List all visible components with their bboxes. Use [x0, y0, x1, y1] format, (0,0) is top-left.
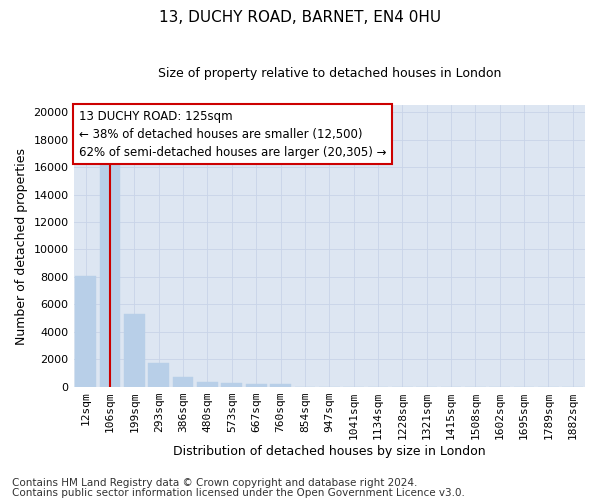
- Bar: [148, 363, 169, 387]
- Y-axis label: Number of detached properties: Number of detached properties: [15, 148, 28, 344]
- Bar: [100, 160, 121, 387]
- Text: Contains public sector information licensed under the Open Government Licence v3: Contains public sector information licen…: [12, 488, 465, 498]
- Text: 13, DUCHY ROAD, BARNET, EN4 0HU: 13, DUCHY ROAD, BARNET, EN4 0HU: [159, 10, 441, 25]
- Bar: [246, 384, 266, 387]
- Bar: [221, 383, 242, 387]
- Bar: [173, 376, 193, 387]
- Bar: [197, 382, 218, 387]
- Bar: [76, 276, 96, 387]
- Title: Size of property relative to detached houses in London: Size of property relative to detached ho…: [158, 68, 501, 80]
- Bar: [270, 384, 291, 387]
- Text: Contains HM Land Registry data © Crown copyright and database right 2024.: Contains HM Land Registry data © Crown c…: [12, 478, 418, 488]
- Text: 13 DUCHY ROAD: 125sqm
← 38% of detached houses are smaller (12,500)
62% of semi-: 13 DUCHY ROAD: 125sqm ← 38% of detached …: [79, 110, 386, 158]
- X-axis label: Distribution of detached houses by size in London: Distribution of detached houses by size …: [173, 444, 485, 458]
- Bar: [124, 314, 145, 387]
